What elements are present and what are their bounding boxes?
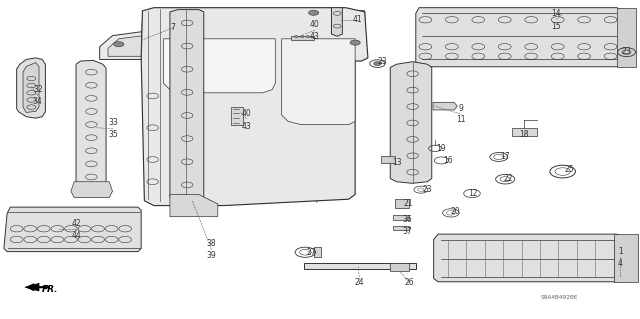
- Text: 22: 22: [504, 174, 513, 183]
- Text: 36: 36: [402, 215, 412, 224]
- Polygon shape: [25, 283, 39, 291]
- Text: 9: 9: [458, 104, 463, 113]
- Text: 12: 12: [468, 189, 478, 198]
- Text: 23: 23: [422, 185, 432, 194]
- Text: 39: 39: [207, 251, 216, 260]
- Polygon shape: [433, 102, 458, 110]
- Polygon shape: [170, 195, 218, 217]
- Text: 1: 1: [618, 247, 623, 256]
- Text: 23: 23: [378, 56, 387, 65]
- Text: 38: 38: [207, 239, 216, 248]
- Text: 19: 19: [436, 144, 446, 153]
- Text: 40: 40: [310, 20, 320, 29]
- Text: 20: 20: [451, 207, 460, 216]
- Polygon shape: [614, 234, 638, 282]
- Polygon shape: [108, 13, 357, 56]
- Text: 26: 26: [404, 278, 414, 287]
- Text: 43: 43: [310, 32, 320, 41]
- Text: 42: 42: [71, 219, 81, 228]
- Text: 11: 11: [456, 115, 465, 124]
- Text: 18: 18: [520, 130, 529, 138]
- Text: 35: 35: [108, 130, 118, 139]
- Circle shape: [300, 36, 304, 38]
- Polygon shape: [390, 263, 410, 271]
- Text: 27: 27: [307, 248, 317, 257]
- Polygon shape: [100, 9, 365, 59]
- Polygon shape: [304, 263, 416, 269]
- Polygon shape: [71, 182, 113, 197]
- Text: 25: 25: [564, 165, 574, 174]
- Text: 4: 4: [618, 259, 623, 268]
- Polygon shape: [17, 58, 45, 118]
- Polygon shape: [4, 207, 141, 252]
- Text: 21: 21: [403, 199, 413, 208]
- Text: 14: 14: [552, 9, 561, 18]
- Polygon shape: [141, 17, 266, 38]
- Polygon shape: [164, 39, 275, 93]
- Text: S9A4B4920E: S9A4B4920E: [540, 295, 578, 300]
- Text: 15: 15: [552, 22, 561, 31]
- Circle shape: [294, 36, 298, 38]
- Text: 23: 23: [621, 47, 631, 56]
- Polygon shape: [393, 226, 410, 230]
- Polygon shape: [390, 62, 432, 183]
- Text: 32: 32: [33, 85, 42, 94]
- Polygon shape: [511, 128, 537, 136]
- Polygon shape: [332, 8, 342, 36]
- Polygon shape: [170, 10, 204, 201]
- Text: FR.: FR.: [42, 285, 59, 293]
- Polygon shape: [23, 63, 39, 113]
- Polygon shape: [230, 107, 243, 124]
- Polygon shape: [141, 8, 368, 205]
- Text: 17: 17: [500, 152, 510, 161]
- Text: 7: 7: [171, 23, 175, 32]
- Polygon shape: [282, 39, 355, 124]
- Text: 44: 44: [71, 231, 81, 240]
- Polygon shape: [393, 215, 410, 220]
- Circle shape: [350, 40, 360, 45]
- Text: 43: 43: [242, 122, 252, 131]
- Circle shape: [306, 36, 310, 38]
- Circle shape: [374, 62, 381, 65]
- Text: 13: 13: [392, 158, 401, 167]
- Polygon shape: [617, 8, 636, 67]
- Polygon shape: [291, 36, 314, 41]
- Polygon shape: [76, 60, 106, 190]
- Text: 16: 16: [443, 156, 452, 165]
- Polygon shape: [416, 8, 623, 67]
- Text: 37: 37: [402, 227, 412, 236]
- Text: 40: 40: [242, 109, 252, 118]
- Polygon shape: [314, 247, 321, 257]
- Polygon shape: [434, 234, 623, 282]
- Text: 33: 33: [108, 118, 118, 128]
- Circle shape: [308, 10, 319, 15]
- Polygon shape: [381, 156, 396, 163]
- Text: 41: 41: [352, 15, 362, 24]
- Polygon shape: [396, 199, 410, 208]
- Text: 34: 34: [33, 97, 43, 106]
- Text: 24: 24: [355, 278, 364, 287]
- Circle shape: [114, 42, 124, 47]
